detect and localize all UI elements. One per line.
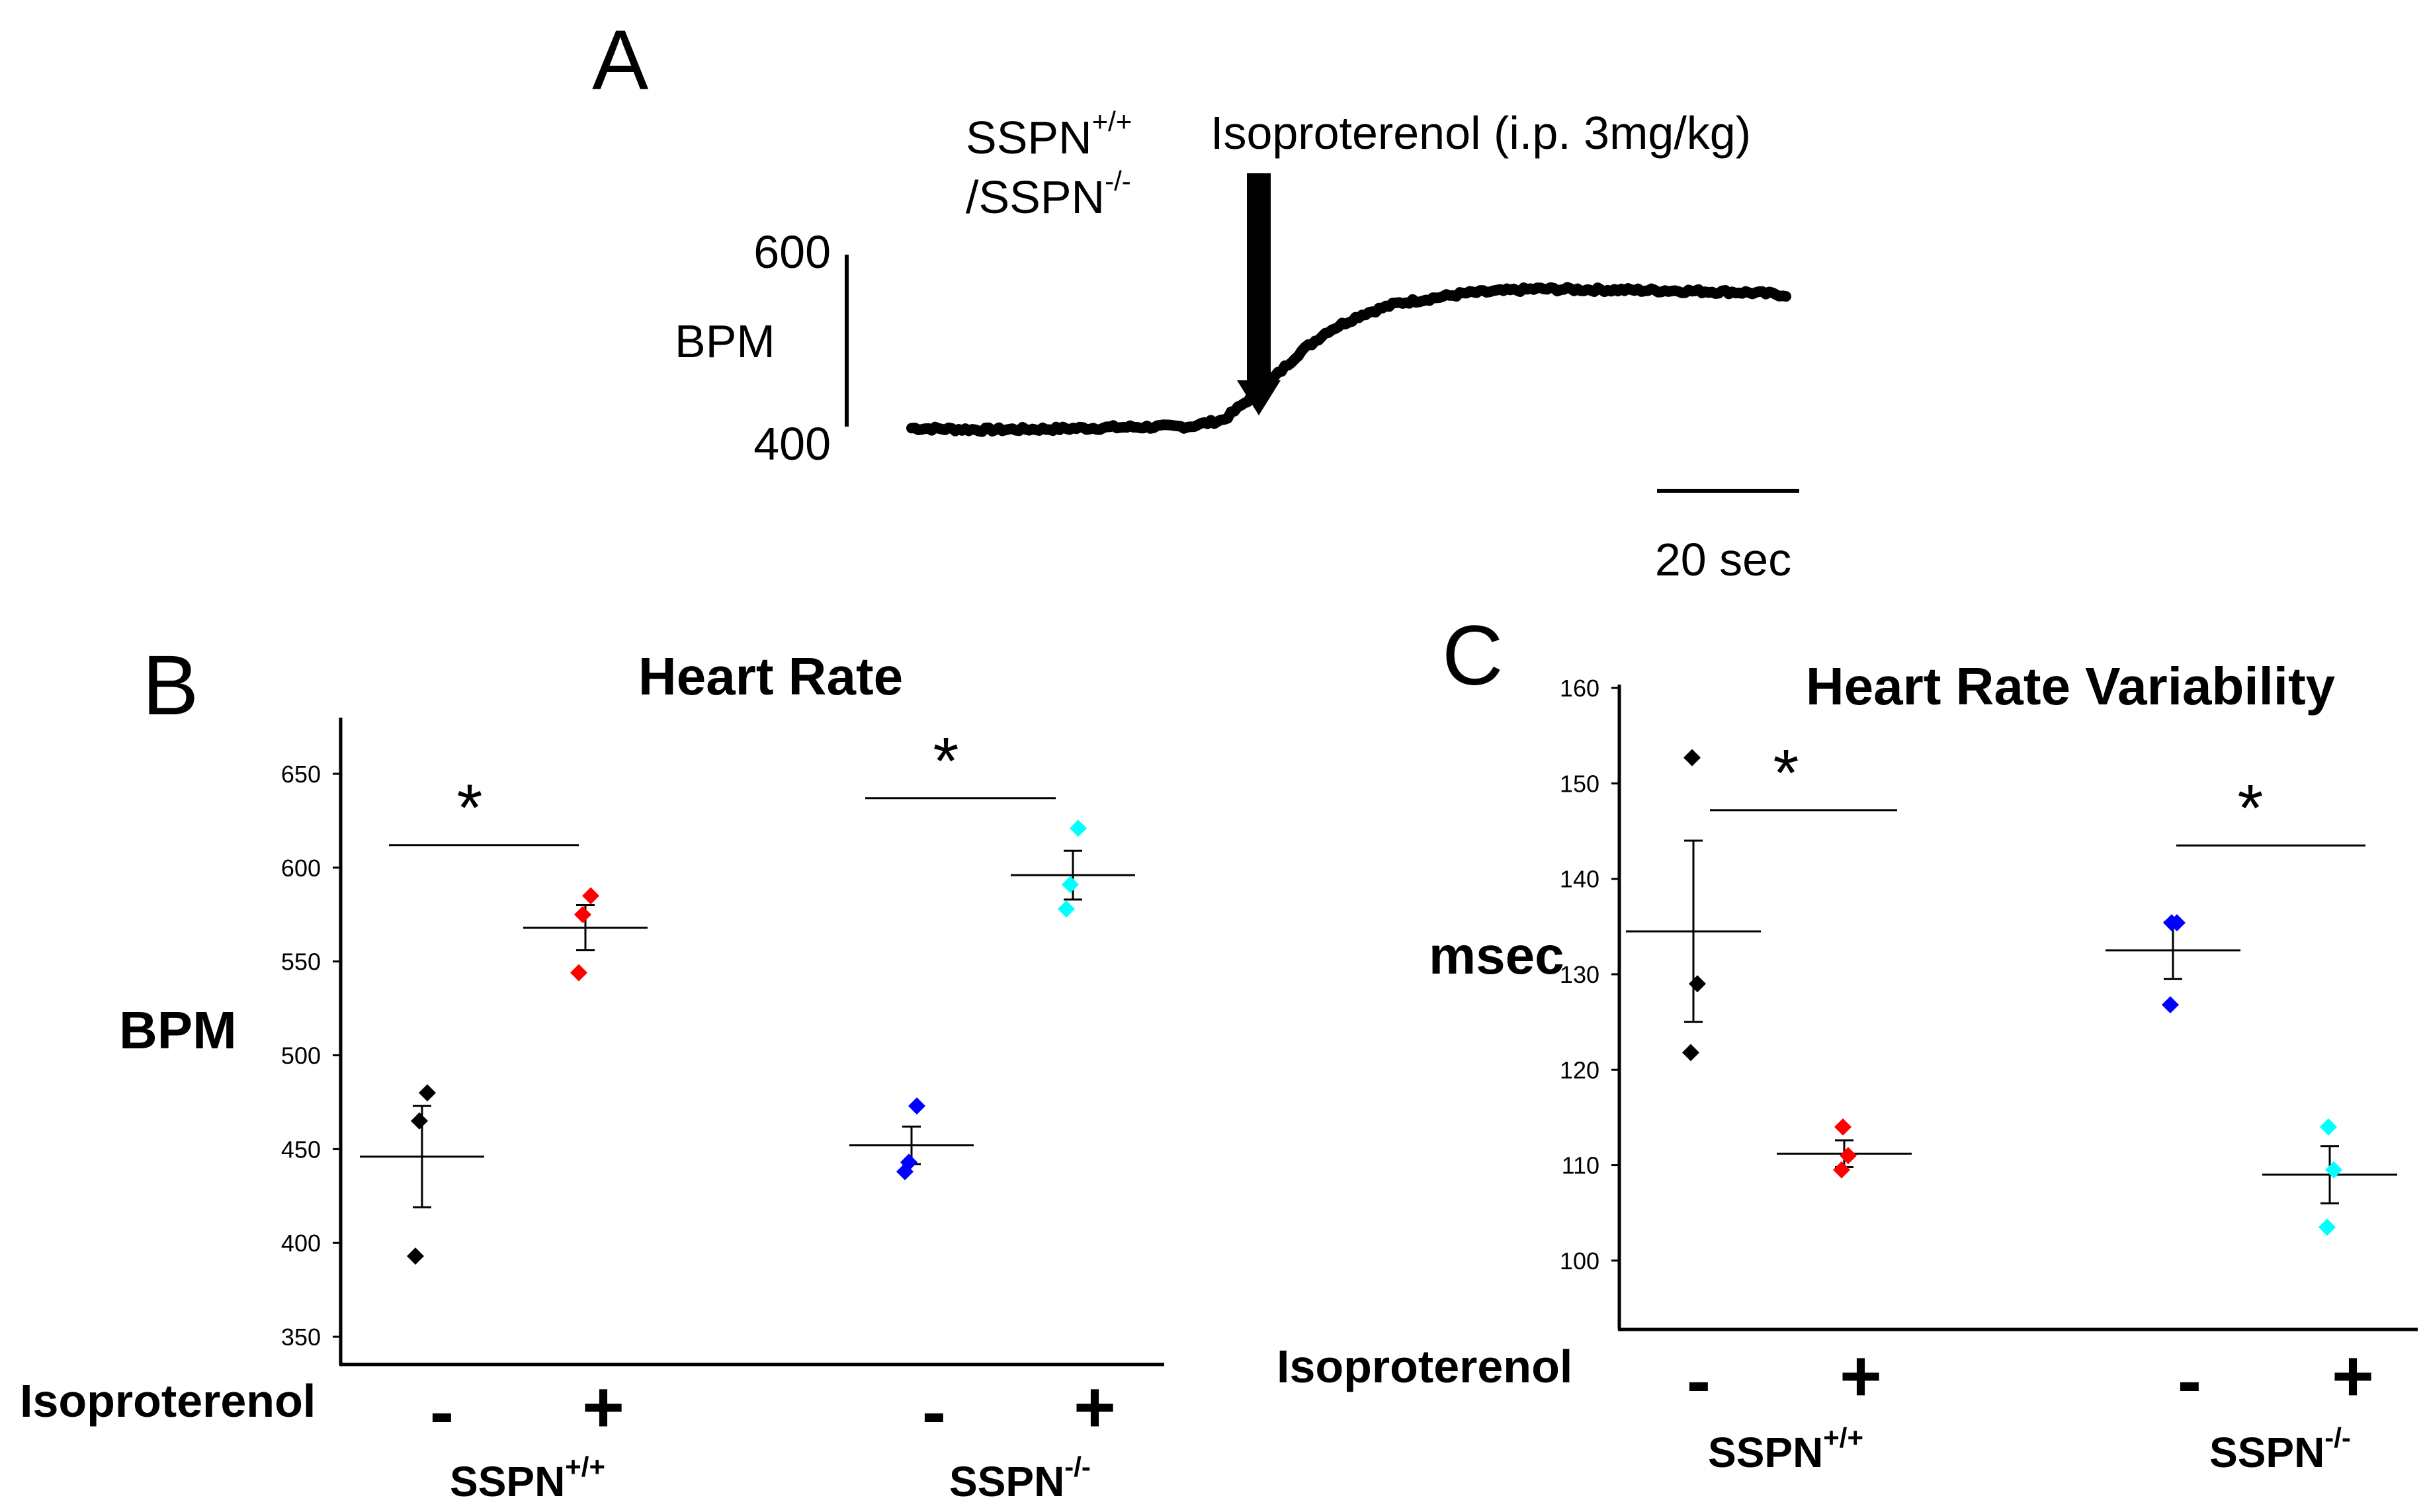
panel-c-letter: C [1442, 609, 1503, 703]
panel-c-y-ticks: 100 110 120 130 140 150 160 [1560, 675, 1619, 1275]
panel-a-ylabel: BPM [675, 315, 775, 367]
panel-b-sign-3: - [922, 1371, 947, 1452]
panel-c-data-point [1682, 1044, 1699, 1062]
panel-b-ytick-label: 500 [281, 1042, 321, 1070]
panel-c-data-point [1834, 1118, 1851, 1136]
panel-b-significance-star: * [933, 724, 959, 798]
panel-c-data-point [2319, 1218, 2336, 1236]
panel-b-ytick-label: 400 [281, 1230, 321, 1257]
panel-c-data-point [1683, 749, 1701, 767]
panel-b-genotype-1-base: SSPN [450, 1458, 565, 1505]
panel-c-title: Heart Rate Variability [1806, 657, 2336, 716]
panel-c-significance-star: * [1773, 736, 1799, 810]
panel-b-data-point [896, 1163, 914, 1181]
panel-c-sign-1: - [1687, 1340, 1711, 1421]
panel-b-data-point [1062, 876, 1079, 894]
panel-b-marks: ** [360, 724, 1135, 1265]
panel-b-data-point [1058, 900, 1075, 918]
panel-c-ytick-label: 100 [1560, 1247, 1599, 1275]
panel-c: C Heart Rate Variability msec 1001101201… [1277, 609, 2418, 1476]
panel-c-sign-2: + [1840, 1335, 1882, 1417]
panel-b-ylabel: BPM [119, 1001, 237, 1060]
panel-b-data-point [419, 1084, 436, 1102]
panel-c-data-point [2325, 1161, 2342, 1179]
panel-a-annotation: Isoproterenol (i.p. 3mg/kg) [1211, 107, 1751, 159]
panel-b-ytick-label: 350 [281, 1323, 321, 1351]
panel-a-letter: A [592, 13, 649, 108]
panel-c-genotype-1-sup: +/+ [1823, 1422, 1863, 1453]
panel-c-data-point [1689, 975, 1706, 993]
panel-b-data-point [582, 887, 599, 905]
panel-b-sign-1: - [430, 1371, 454, 1452]
panel-b-data-point [1070, 819, 1087, 837]
panel-a-genotype-1-base: SSPN [966, 112, 1092, 163]
panel-b-letter: B [142, 638, 198, 733]
panel-c-isoproterenol-label: Isoproterenol [1277, 1341, 1572, 1392]
panel-b-sign-4: + [1074, 1366, 1116, 1448]
panel-c-data-point [2320, 1118, 2337, 1136]
panel-b-isoproterenol-label: Isoproterenol [20, 1375, 316, 1427]
panel-a-genotype-2: /SSPN-/- [966, 165, 1131, 223]
panel-c-genotype-2: SSPN-/- [2209, 1422, 2351, 1476]
panel-b-genotype-1-sup: +/+ [565, 1451, 605, 1482]
panel-b-sign-2: + [582, 1366, 624, 1448]
panel-b-genotype-2-sup: -/- [1064, 1451, 1091, 1482]
panel-b-y-ticks: 350 400 450 500 550 600 650 [281, 761, 341, 1351]
panel-b-genotype-2-base: SSPN [949, 1458, 1064, 1505]
panel-c-ytick-label: 150 [1560, 770, 1599, 797]
panel-a-genotype-2-base: /SSPN [966, 171, 1105, 223]
panel-b-genotype-1: SSPN+/+ [450, 1451, 605, 1505]
panel-c-data-point [1840, 1147, 1857, 1165]
panel-a: A SSPN+/+ /SSPN-/- Isoproterenol (i.p. 3… [592, 13, 1799, 585]
panel-b-significance-star: * [457, 771, 483, 845]
panel-c-data-point [1833, 1161, 1850, 1179]
panel-b-ytick-label: 600 [281, 855, 321, 882]
panel-c-significance-star: * [2238, 771, 2264, 845]
panel-b-ytick-label: 650 [281, 761, 321, 788]
panel-b-data-point [570, 964, 587, 982]
panel-b-data-point [574, 905, 591, 923]
panel-b-ytick-label: 450 [281, 1136, 321, 1163]
panel-b-data-point [908, 1097, 925, 1115]
panel-a-genotype-1: SSPN+/+ [966, 106, 1132, 163]
panel-a-ytick-600: 600 [753, 226, 831, 278]
panel-c-marks: * * [1626, 736, 2397, 1236]
panel-b-genotype-2: SSPN-/- [949, 1451, 1091, 1505]
panel-c-sign-3: - [2178, 1340, 2202, 1421]
panel-c-data-point [2168, 914, 2186, 932]
panel-b-data-point [411, 1112, 428, 1130]
panel-c-ylabel: msec [1429, 926, 1564, 985]
heart-rate-trace [906, 282, 1791, 437]
arrow-shaft [1247, 173, 1271, 385]
panel-a-ytick-400: 400 [753, 418, 831, 470]
panel-b: B Heart Rate BPM 350 400 450 500 550 600 650 *… [20, 638, 1164, 1505]
panel-c-ytick-label: 130 [1560, 961, 1599, 988]
time-scale-label: 20 sec [1655, 534, 1791, 585]
panel-b-data-point [407, 1247, 424, 1265]
panel-c-genotype-1-base: SSPN [1708, 1429, 1823, 1476]
panel-c-genotype-2-sup: -/- [2324, 1422, 2351, 1453]
panel-c-ytick-label: 110 [1562, 1152, 1599, 1179]
panel-c-sign-4: + [2332, 1335, 2374, 1417]
panel-a-genotype-2-sup: -/- [1105, 165, 1131, 196]
panel-b-title: Heart Rate [638, 647, 903, 706]
panel-c-genotype-1: SSPN+/+ [1708, 1422, 1863, 1476]
panel-c-data-point [2162, 996, 2179, 1014]
panel-c-ytick-label: 140 [1560, 866, 1599, 893]
panel-a-genotype-1-sup: +/+ [1092, 106, 1132, 137]
panel-b-ytick-label: 550 [281, 948, 321, 976]
panel-c-ytick-label: 160 [1560, 675, 1599, 702]
panel-c-ytick-label: 120 [1560, 1056, 1599, 1083]
panel-c-genotype-2-base: SSPN [2209, 1429, 2324, 1476]
